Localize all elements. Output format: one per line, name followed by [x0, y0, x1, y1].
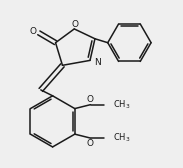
Text: N: N — [95, 58, 101, 67]
Text: O: O — [86, 138, 93, 148]
Text: O: O — [86, 95, 93, 104]
Text: CH$_3$: CH$_3$ — [113, 98, 131, 111]
Text: O: O — [72, 19, 79, 29]
Text: O: O — [29, 27, 36, 36]
Text: CH$_3$: CH$_3$ — [113, 132, 131, 144]
